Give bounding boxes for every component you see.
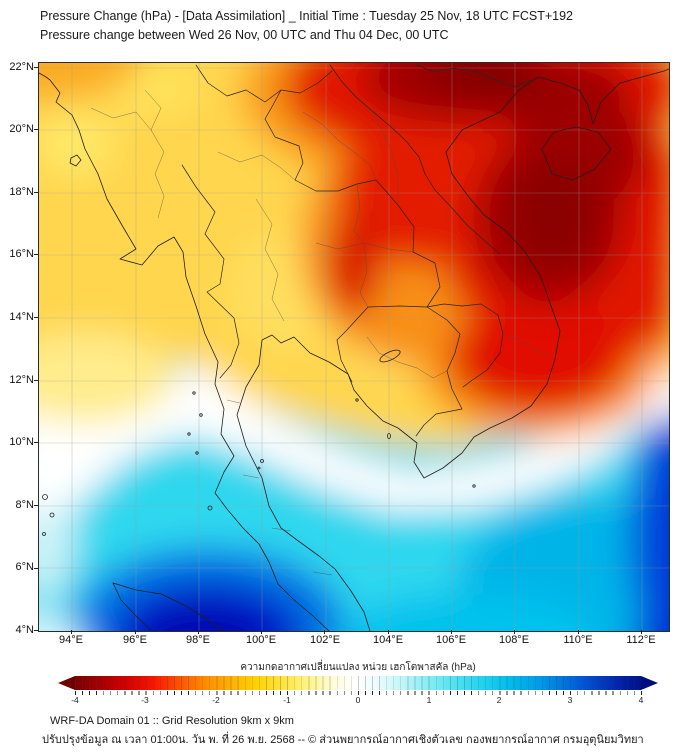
colorbar-tick-label: -2 [212, 695, 220, 705]
axis-tick [451, 630, 452, 634]
axis-tick [34, 442, 38, 443]
lon-label: 108°E [498, 634, 530, 646]
footer-domain-info: WRF-DA Domain 01 :: Grid Resolution 9km … [50, 715, 294, 727]
lat-label: 18°N [9, 186, 34, 198]
lon-label: 100°E [245, 634, 277, 646]
axis-tick [34, 317, 38, 318]
axis-tick [34, 380, 38, 381]
axis-tick [324, 630, 325, 634]
colorbar-label: ความกดอากาศเปลี่ยนแปลง หน่วย เฮกโตพาสคัล… [240, 662, 476, 673]
lon-label: 106°E [435, 634, 467, 646]
axis-tick [34, 505, 38, 506]
axis-tick [261, 630, 262, 634]
axis-tick [34, 192, 38, 193]
axis-tick [34, 568, 38, 569]
lat-label: 12°N [9, 374, 34, 386]
grid-lines [39, 63, 669, 631]
axis-tick [34, 129, 38, 130]
lat-label: 16°N [9, 248, 34, 260]
colorbar-tick-label: 3 [567, 695, 573, 705]
colorbar-tick-label: 4 [638, 695, 644, 705]
lat-label: 8°N [15, 499, 34, 511]
lat-label: 20°N [9, 123, 34, 135]
colorbar-tick-label: 1 [426, 695, 432, 705]
lat-label: 14°N [9, 311, 34, 323]
pressure-field [39, 63, 669, 631]
title-line-1: Pressure Change (hPa) - [Data Assimilati… [40, 9, 573, 23]
colorbar-tick-label: -4 [71, 695, 79, 705]
lat-label: 10°N [9, 436, 34, 448]
colorbar [58, 676, 658, 690]
axis-tick [34, 67, 38, 68]
lat-label: 6°N [15, 561, 34, 573]
axis-tick [388, 630, 389, 634]
chart-title: Pressure Change (hPa) - [Data Assimilati… [40, 7, 573, 45]
footer-update-info: ปรับปรุงข้อมูล ณ เวลา 01:00น. วัน พ. ที่… [42, 734, 644, 746]
lat-label: 4°N [15, 624, 34, 636]
colorbar-tick-label: -3 [141, 695, 149, 705]
colorbar-left-arrow [58, 676, 75, 690]
lon-label: 94°E [59, 634, 83, 646]
lon-label: 110°E [563, 634, 593, 646]
axis-tick [198, 630, 199, 634]
axis-tick [34, 254, 38, 255]
axis-tick [34, 630, 38, 631]
lon-label: 104°E [372, 634, 404, 646]
province-borders [90, 89, 551, 576]
title-line-2: Pressure change between Wed 26 Nov, 00 U… [40, 28, 449, 42]
colorbar-tick-label: 0 [355, 695, 361, 705]
axis-tick [135, 630, 136, 634]
lon-label: 112°E [626, 634, 656, 646]
colorbar-right-arrow [641, 676, 658, 690]
coastlines [39, 68, 669, 631]
axis-tick [578, 630, 579, 634]
lat-label: 22°N [9, 61, 34, 73]
axis-tick [641, 630, 642, 634]
colorbar-tick-label: -1 [283, 695, 291, 705]
map-plot-area [38, 62, 670, 632]
axis-tick [71, 630, 72, 634]
lon-label: 96°E [123, 634, 147, 646]
lon-label: 102°E [309, 634, 341, 646]
lon-label: 98°E [186, 634, 210, 646]
axis-tick [514, 630, 515, 634]
colorbar-tick-label: 2 [496, 695, 502, 705]
colorbar-gradient [75, 676, 641, 690]
pressure-map [39, 63, 669, 631]
country-borders [181, 64, 532, 437]
colorbar-ticks [75, 691, 642, 695]
colorbar-segments [75, 676, 641, 690]
